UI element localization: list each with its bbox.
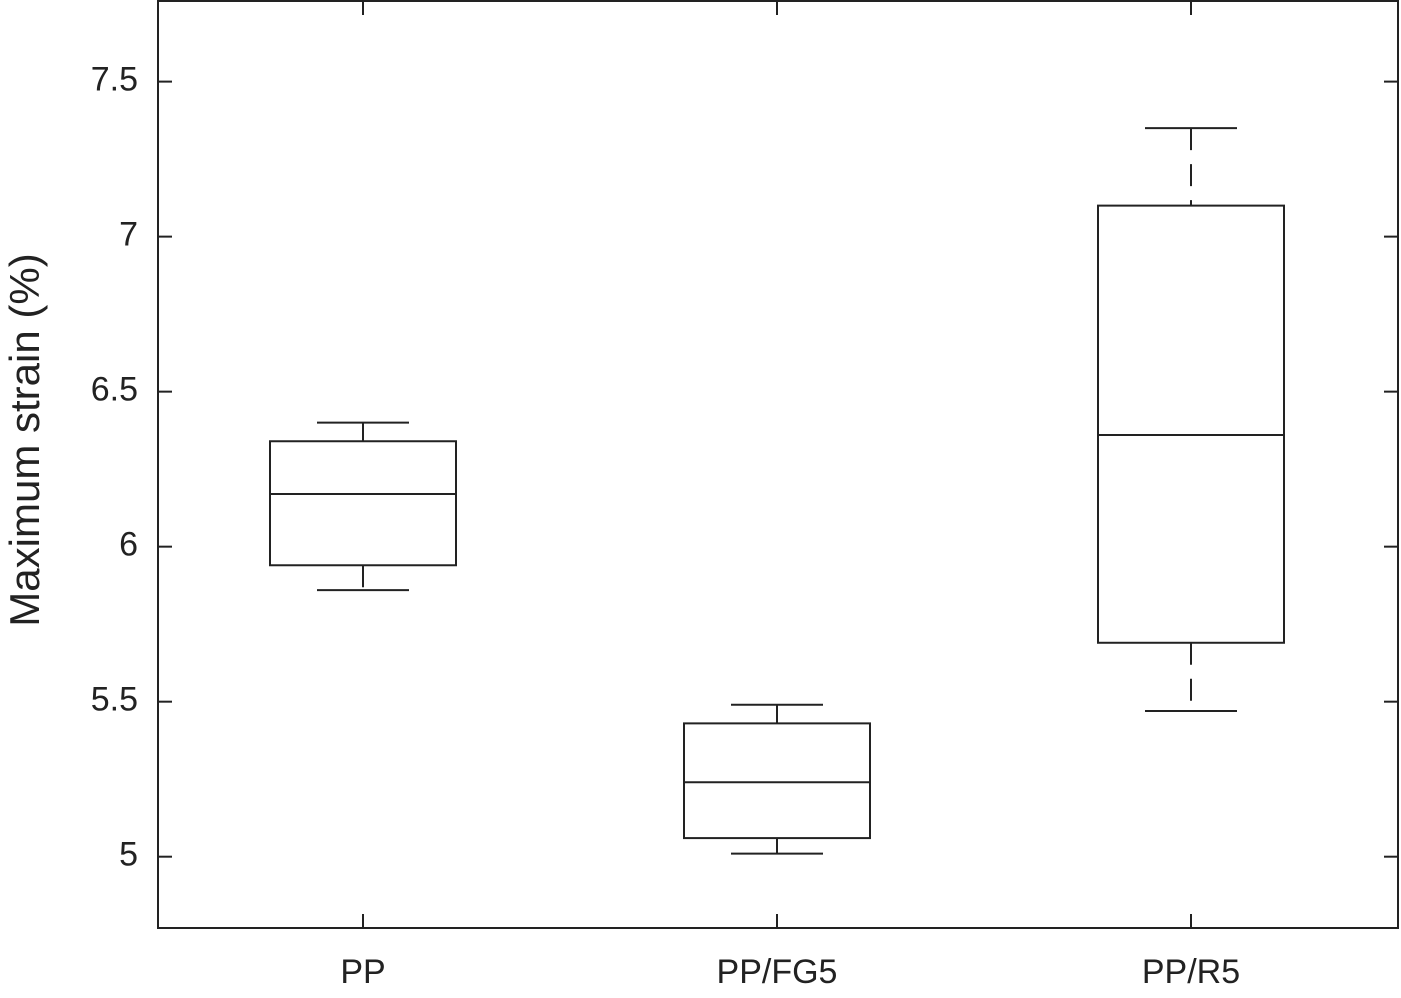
x-tick-label: PP bbox=[340, 953, 385, 991]
y-tick-label: 6.5 bbox=[91, 371, 138, 409]
y-axis-label: Maximum strain (%) bbox=[1, 253, 48, 626]
y-tick-label: 6 bbox=[119, 526, 138, 564]
x-tick-label: PP/FG5 bbox=[717, 953, 838, 991]
box bbox=[1097, 204, 1285, 644]
plot-frame bbox=[157, 0, 1399, 929]
y-tick-label: 5.5 bbox=[91, 681, 138, 719]
box bbox=[683, 722, 871, 840]
y-tick-label: 5 bbox=[119, 836, 138, 874]
box bbox=[269, 440, 457, 567]
x-tick-label: PP/R5 bbox=[1142, 953, 1240, 991]
y-tick-label: 7.5 bbox=[91, 61, 138, 99]
y-tick-label: 7 bbox=[119, 216, 138, 254]
